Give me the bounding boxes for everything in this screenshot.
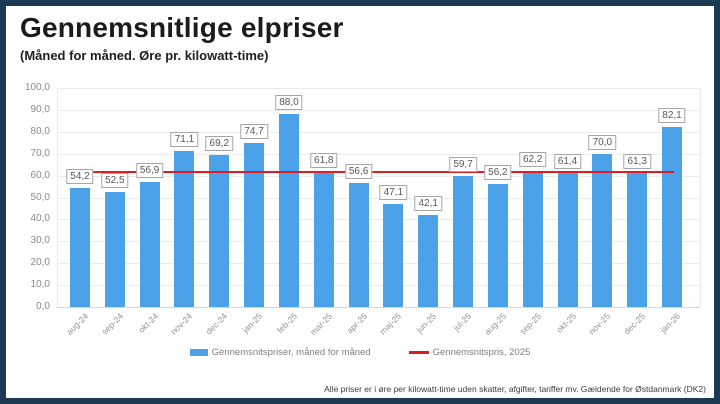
bar (139, 182, 160, 307)
x-tick-label: jul-25 (451, 311, 474, 333)
bar (383, 203, 404, 307)
average-line (78, 170, 674, 173)
bar-value-label: 56,9 (135, 163, 164, 179)
x-tick-label: sep-25 (517, 311, 543, 337)
chart-legend: Gennemsnitspriser, måned for måned Genne… (0, 347, 720, 358)
page-subtitle: (Måned for måned. Øre pr. kilowatt-time) (20, 48, 269, 63)
x-tick-label: maj-25 (378, 311, 404, 337)
gridline (57, 109, 700, 111)
bar-value-label: 74,7 (240, 124, 268, 140)
x-tick-label: jan-26 (658, 311, 683, 335)
gridline (57, 131, 700, 133)
y-tick-label: 30,0 (30, 235, 50, 247)
x-tick-label: nov-24 (169, 311, 195, 337)
y-tick-label: 80,0 (30, 125, 50, 137)
bar (662, 127, 682, 307)
bar (453, 176, 474, 307)
x-tick-label: mar-25 (307, 311, 334, 338)
gridline (57, 241, 700, 243)
y-tick-label: 20,0 (30, 257, 50, 269)
y-tick-label: 60,0 (30, 169, 50, 181)
bar-value-label: 61,3 (623, 153, 651, 169)
bar-value-label: 88,0 (275, 95, 303, 111)
gridline (57, 307, 700, 308)
gridline (57, 285, 700, 287)
bar-value-label: 52,5 (101, 173, 129, 189)
bar-value-label: 71,1 (170, 132, 199, 148)
bar-value-label: 59,7 (449, 157, 477, 173)
bar (627, 172, 648, 307)
bar-value-label: 61,8 (310, 152, 338, 168)
bar (313, 171, 334, 307)
bar (592, 153, 613, 307)
bar (104, 192, 125, 307)
bar-value-label: 56,2 (484, 164, 512, 180)
footnote: Alle priser er i øre per kilowatt-time u… (324, 384, 706, 394)
plot-right-border (700, 88, 701, 307)
x-tick-label: jun-25 (414, 311, 439, 335)
gridline (57, 153, 700, 155)
y-tick-label: 100,0 (24, 82, 50, 93)
x-tick-label: aug-24 (64, 311, 91, 337)
y-tick-label: 50,0 (30, 191, 50, 203)
gridline (57, 219, 700, 221)
bar (522, 170, 543, 307)
bar (209, 155, 230, 307)
x-tick-label: dec-24 (203, 311, 230, 337)
x-tick-label: aug-25 (482, 311, 508, 337)
bar (557, 172, 578, 307)
bar (70, 188, 90, 307)
x-tick-label: jan-25 (240, 311, 265, 335)
x-tick-label: sep-24 (99, 311, 125, 337)
x-tick-label: okt-25 (553, 311, 578, 335)
gridline (57, 197, 700, 199)
bar-value-label: 54,2 (66, 169, 94, 185)
bar (278, 114, 299, 307)
bar-value-label: 42,1 (414, 195, 442, 211)
bar (244, 143, 265, 307)
bar-value-label: 47,1 (379, 184, 408, 200)
line-swatch-icon (408, 351, 429, 354)
x-tick-label: feb-25 (274, 311, 300, 336)
y-tick-label: 0,0 (36, 301, 50, 312)
legend-bars-label: Gennemsnitspriser, måned for måned (211, 347, 371, 358)
legend-item-line: Gennemsnitspris, 2025 (408, 347, 531, 358)
bar (487, 183, 508, 307)
bar (174, 151, 195, 307)
y-tick-label: 40,0 (30, 213, 50, 225)
bar-value-label: 62,2 (518, 151, 547, 167)
bar (348, 183, 369, 307)
gridline (57, 88, 700, 89)
bar-swatch-icon (189, 349, 208, 356)
page-title: Gennemsnitlige elpriser (20, 12, 344, 43)
bar-value-label: 82,1 (658, 108, 686, 124)
bar-value-label: 69,2 (205, 136, 234, 152)
y-tick-label: 70,0 (30, 147, 50, 159)
legend-item-bars: Gennemsnitspriser, måned for måned (189, 347, 371, 358)
legend-line-label: Gennemsnitspris, 2025 (432, 347, 531, 358)
x-tick-label: okt-24 (135, 311, 160, 335)
x-tick-label: dec-25 (621, 311, 648, 337)
y-tick-label: 90,0 (30, 103, 50, 115)
bar-value-label: 56,6 (344, 164, 373, 180)
plot-left-border (57, 88, 58, 307)
x-tick-label: nov-25 (586, 311, 613, 337)
bar-value-label: 70,0 (588, 134, 617, 150)
x-tick-label: apr-25 (344, 311, 369, 336)
y-tick-label: 10,0 (30, 279, 50, 291)
bar-value-label: 61,4 (553, 153, 582, 169)
gridline (57, 263, 700, 265)
bar (418, 214, 439, 307)
gridline (57, 175, 700, 177)
